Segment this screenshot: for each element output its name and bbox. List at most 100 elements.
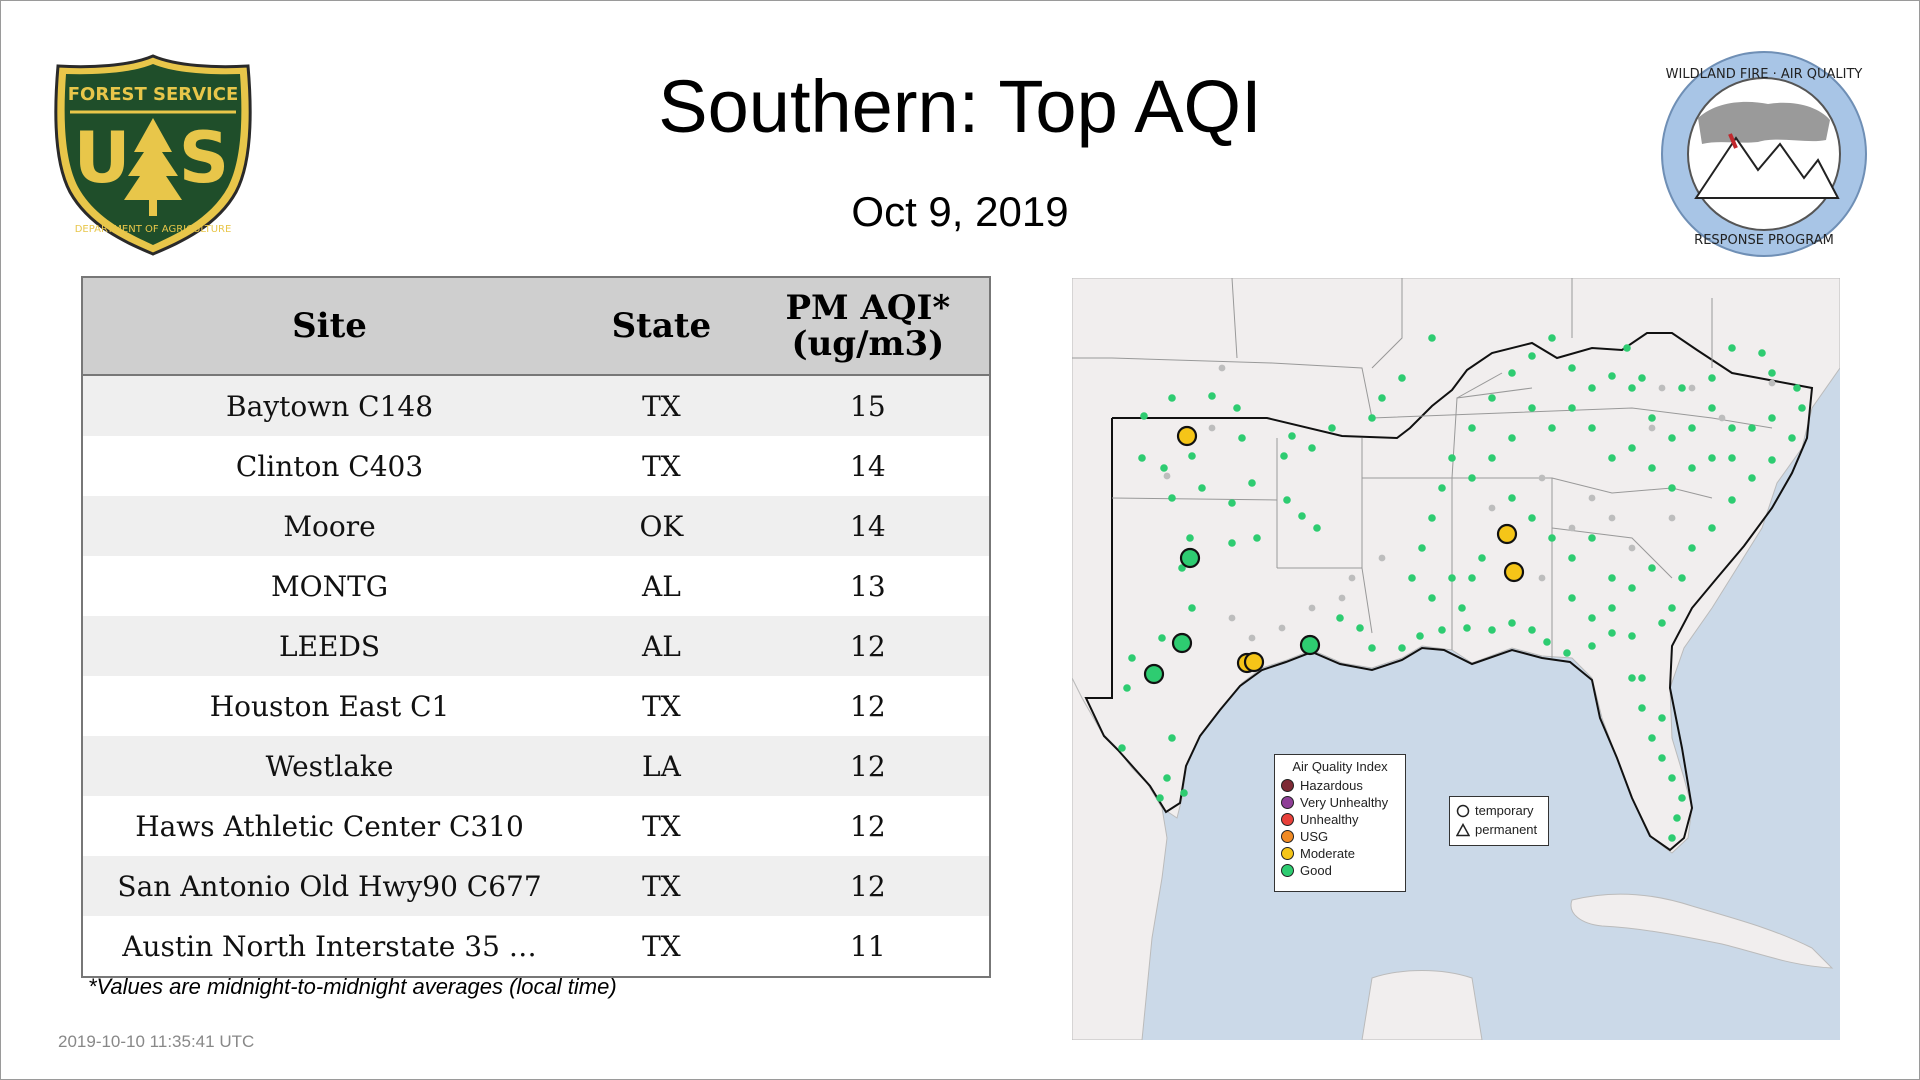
good-site-marker	[1793, 384, 1801, 392]
table-row: Moore OK 14	[82, 496, 990, 556]
svg-text:RESPONSE PROGRAM: RESPONSE PROGRAM	[1694, 233, 1834, 248]
good-site-marker	[1228, 539, 1236, 547]
cell-aqi: 13	[746, 556, 990, 616]
good-site-marker	[1588, 642, 1596, 650]
cell-site: MONTG	[82, 556, 577, 616]
timestamp: 2019-10-10 11:35:41 UTC	[58, 1032, 255, 1051]
good-site-marker	[1156, 794, 1164, 802]
good-site-marker	[1468, 474, 1476, 482]
good-site-marker	[1488, 454, 1496, 462]
good-site-marker	[1638, 674, 1646, 682]
good-site-marker	[1418, 544, 1426, 552]
svg-text:FOREST SERVICE: FOREST SERVICE	[68, 84, 239, 105]
inactive-site-marker	[1568, 524, 1576, 532]
good-site-marker	[1668, 434, 1676, 442]
good-site-marker	[1128, 654, 1136, 662]
inactive-site-marker	[1538, 574, 1546, 582]
cell-aqi: 11	[746, 916, 990, 977]
inactive-site-marker	[1538, 474, 1546, 482]
good-site-marker	[1328, 424, 1336, 432]
good-site-marker	[1673, 814, 1681, 822]
cell-aqi: 12	[746, 796, 990, 856]
map-land-us	[1072, 278, 1840, 854]
inactive-site-marker	[1163, 472, 1171, 480]
cell-site: San Antonio Old Hwy90 C677	[82, 856, 577, 916]
header-pm-aqi: PM AQI* (ug/m3)	[746, 277, 990, 376]
good-site-marker	[1668, 484, 1676, 492]
symbol-legend: temporary permanent	[1449, 796, 1549, 846]
inactive-site-marker	[1218, 364, 1226, 372]
cell-state: LA	[576, 736, 747, 796]
inactive-site-marker	[1378, 554, 1386, 562]
good-site-marker	[1548, 334, 1556, 342]
map-top-sites	[1143, 425, 1525, 685]
cell-aqi: 12	[746, 616, 990, 676]
map-state-lines	[1072, 278, 1773, 658]
good-site-marker	[1298, 512, 1306, 520]
good-site-marker	[1188, 452, 1196, 460]
good-site-marker	[1378, 394, 1386, 402]
good-site-marker	[1180, 789, 1188, 797]
good-site-marker	[1648, 464, 1656, 472]
good-site-marker	[1528, 626, 1536, 634]
good-site-marker	[1768, 456, 1776, 464]
good-site-marker	[1233, 404, 1241, 412]
good-site-marker	[1253, 534, 1261, 542]
inactive-site-marker	[1278, 624, 1286, 632]
svg-text:U: U	[74, 117, 131, 199]
map-gray-sites	[1163, 364, 1776, 642]
inactive-site-marker	[1348, 574, 1356, 582]
svg-text:DEPARTMENT OF AGRICULTURE: DEPARTMENT OF AGRICULTURE	[75, 224, 232, 235]
good-site-marker	[1428, 514, 1436, 522]
aqi-legend: Air Quality Index Hazardous Very Unhealth…	[1274, 754, 1406, 892]
good-site-marker	[1548, 424, 1556, 432]
good-site-marker	[1528, 404, 1536, 412]
top-aqi-table: Site State PM AQI* (ug/m3) Baytown C148 T…	[81, 276, 991, 978]
good-site-marker	[1648, 564, 1656, 572]
good-site-marker	[1308, 444, 1316, 452]
legend-item: Very Unhealthy	[1281, 794, 1399, 811]
inactive-site-marker	[1688, 384, 1696, 392]
good-site-marker	[1728, 496, 1736, 504]
good-site-marker	[1283, 496, 1291, 504]
good-site-marker	[1458, 604, 1466, 612]
good-site-marker	[1638, 374, 1646, 382]
good-site-marker	[1568, 404, 1576, 412]
map-land-cuba	[1570, 893, 1834, 969]
top-site-marker	[1176, 425, 1198, 447]
good-site-marker	[1668, 604, 1676, 612]
good-site-marker	[1628, 584, 1636, 592]
cell-aqi: 12	[746, 676, 990, 736]
inactive-site-marker	[1768, 379, 1776, 387]
report-date: Oct 9, 2019	[851, 188, 1069, 235]
top-site-marker	[1143, 663, 1165, 685]
good-site-marker	[1438, 484, 1446, 492]
good-site-marker	[1428, 334, 1436, 342]
top-site-marker	[1243, 651, 1265, 673]
cell-site: Clinton C403	[82, 436, 577, 496]
inactive-site-marker	[1488, 504, 1496, 512]
good-site-marker	[1628, 384, 1636, 392]
good-site-marker	[1588, 384, 1596, 392]
legend-temporary: temporary	[1456, 801, 1542, 820]
cell-aqi: 15	[746, 375, 990, 436]
table-row: Westlake LA 12	[82, 736, 990, 796]
good-site-marker	[1678, 794, 1686, 802]
inactive-site-marker	[1608, 514, 1616, 522]
cell-aqi: 12	[746, 856, 990, 916]
good-site-marker	[1168, 394, 1176, 402]
svg-text:WILDLAND FIRE · AIR QUALITY: WILDLAND FIRE · AIR QUALITY	[1666, 67, 1863, 82]
good-site-marker	[1368, 414, 1376, 422]
cell-state: TX	[576, 676, 747, 736]
good-site-marker	[1138, 454, 1146, 462]
header-pm-aqi-line1: PM AQI*	[785, 288, 951, 328]
cell-site: Baytown C148	[82, 375, 577, 436]
good-site-marker	[1140, 412, 1148, 420]
legend-swatch	[1281, 864, 1294, 877]
usfs-shield-logo: FOREST SERVICE U S DEPARTMENT OF AGRICUL…	[54, 54, 252, 256]
cell-aqi: 14	[746, 496, 990, 556]
good-site-marker	[1588, 424, 1596, 432]
good-site-marker	[1678, 384, 1686, 392]
good-site-marker	[1356, 624, 1364, 632]
table-row: Houston East C1 TX 12	[82, 676, 990, 736]
